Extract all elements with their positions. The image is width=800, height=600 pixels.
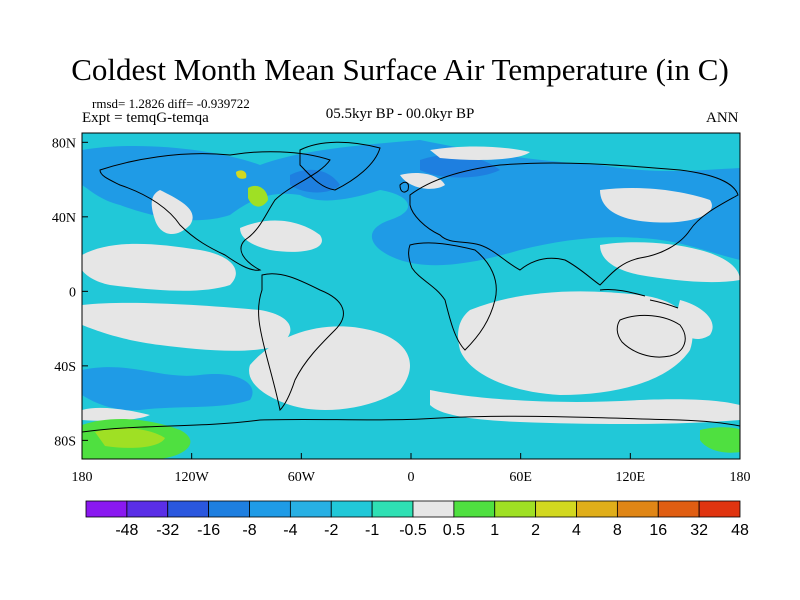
lon-label: 180 [72, 470, 93, 485]
colorbar-label: 4 [572, 522, 581, 539]
colorbar-label: 16 [649, 522, 667, 539]
colorbar-swatch [330, 500, 373, 518]
lon-label: 120E [616, 470, 646, 485]
coastline-antarctica [82, 415, 740, 433]
colorbar-swatch [453, 500, 496, 518]
season-label: ANN [706, 110, 739, 126]
coastline-australia [616, 315, 686, 358]
lat-label: 40S [54, 360, 76, 375]
coastline-north-america [99, 151, 331, 271]
map-field [82, 133, 740, 459]
field-region-neutral [82, 190, 291, 351]
coastline-uk [399, 181, 409, 193]
field-region-cool-south [82, 367, 253, 411]
colorbar-swatch [85, 500, 128, 518]
lon-axis: 180 120W 60W 0 60E 120E 180 [72, 453, 751, 485]
colorbar-swatch [698, 500, 741, 518]
colorbar-swatch [126, 500, 169, 518]
colorbar-swatch [167, 500, 210, 518]
stats-label: rmsd= 1.2826 diff= -0.939722 [92, 96, 250, 111]
colorbar-label: 48 [731, 522, 749, 539]
coastlines [82, 141, 740, 433]
field-region-neutral-southern [82, 390, 740, 425]
colorbar-label: 2 [531, 522, 540, 539]
field-region-neutral-north [400, 146, 712, 223]
colorbar-swatch [249, 500, 291, 518]
experiment-label: Expt = temqG-temqa [82, 110, 209, 126]
field-region-green-se [700, 427, 740, 453]
field-region-neutral-indian [458, 291, 693, 395]
lat-label: 80N [52, 136, 76, 151]
coastline-south-america [258, 273, 344, 412]
colorbar-labels: -48 -32 -16 -8 -4 -2 -1 -0.5 0.5 1 2 4 8 16 32 48 [115, 522, 749, 539]
lon-label: 60E [509, 470, 532, 485]
colorbar-label: 1 [490, 522, 499, 539]
colorbar-label: 32 [690, 522, 708, 539]
coastline-indonesia [599, 289, 679, 309]
colorbar-label: -4 [283, 522, 297, 539]
colorbar-swatch [576, 500, 618, 518]
field-region-cooler [290, 154, 500, 193]
field-region-yellowgreen-sw [95, 428, 165, 448]
colorbar-swatch [616, 500, 659, 518]
colorbar-label: -48 [115, 522, 138, 539]
field-region-neutral-pacific [600, 242, 740, 340]
lat-label: 40N [52, 211, 76, 226]
period-label: 05.5kyr BP - 00.0kyr BP [325, 106, 475, 122]
field-region-yellowgreen-hudson [248, 185, 268, 207]
colorbar-label: -32 [156, 522, 179, 539]
coastline-africa [408, 242, 497, 351]
chart-title: Coldest Month Mean Surface Air Temperatu… [71, 52, 729, 87]
colorbar-label: 8 [613, 522, 622, 539]
lat-label: 80S [54, 434, 76, 449]
lon-label: 0 [408, 470, 415, 485]
colorbar-swatch [657, 500, 700, 518]
lat-label: 0 [69, 285, 76, 300]
field-region-cool [82, 140, 740, 266]
field-region-neutral-atlantic [240, 220, 410, 410]
colorbar-swatch [208, 500, 250, 518]
colorbar-swatch [289, 500, 332, 518]
colorbar-label: -1 [365, 522, 379, 539]
coastline-greenland [299, 141, 381, 191]
colorbar-swatch [412, 500, 455, 518]
lon-label: 180 [730, 470, 751, 485]
colorbar-label: 0.5 [443, 522, 465, 539]
colorbar-swatch [535, 500, 577, 518]
colorbar-label: -0.5 [399, 522, 427, 539]
colorbar-swatch [494, 500, 537, 518]
field-region-yellow-hudson [236, 170, 247, 179]
lon-label: 120W [175, 470, 210, 485]
colorbar-label: -8 [242, 522, 256, 539]
colorbar-label: -2 [324, 522, 338, 539]
coastline-europe-asia [409, 162, 739, 286]
lon-label: 60W [288, 470, 316, 485]
lat-axis: 80N 40N 0 40S 80S [52, 136, 88, 449]
colorbar-label: -16 [197, 522, 220, 539]
colorbar-swatch [371, 500, 414, 518]
colorbar [85, 500, 741, 518]
